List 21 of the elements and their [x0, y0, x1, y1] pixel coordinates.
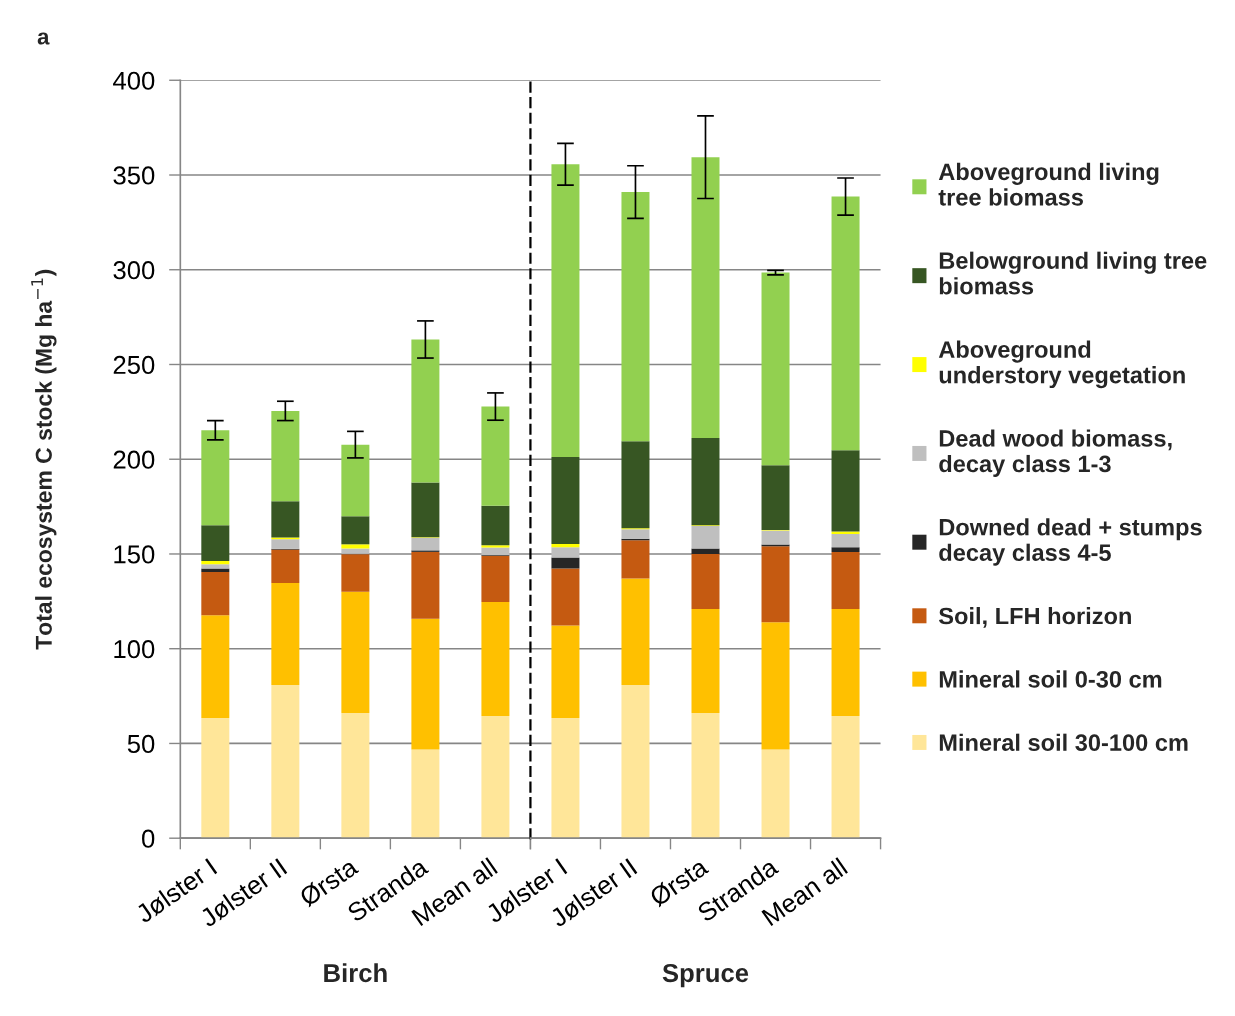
y-tick-label: 50	[127, 734, 155, 754]
y-tick-label: 200	[113, 450, 155, 469]
x-axis-title: Spruce	[662, 963, 749, 988]
legend-label: Mineral soil 0-30 cm	[939, 670, 1162, 688]
y-tick-label: 250	[113, 355, 155, 375]
y-tick-label: 150	[114, 545, 155, 564]
y-tick-label: 300	[113, 261, 155, 280]
legend-label: Aboveground understory vegetation	[938, 340, 1185, 389]
legend-label: Aboveground living tree biomass	[938, 162, 1159, 206]
y-tick-label: 0	[142, 829, 155, 848]
x-axis-title: Birch	[324, 963, 387, 983]
legend-label: Dead wood biomass, decay class 1-3	[939, 429, 1172, 477]
legend-label: Mineral soil 30-100 cm	[939, 733, 1188, 752]
legend-label: Downed dead + stumps decay class 4-5	[939, 518, 1202, 566]
legend-label: Soil, LFH horizon	[938, 607, 1131, 628]
y-axis-title: Total ecosystem C stock (Mg ha$^{−1}$)	[31, 269, 57, 650]
y-tick-label: 350	[113, 166, 155, 185]
chart-title: a	[37, 32, 50, 45]
legend-label: Belowground living tree biomass	[939, 251, 1207, 295]
y-tick-label: 100	[114, 640, 155, 659]
y-tick-label: 400	[113, 71, 155, 90]
